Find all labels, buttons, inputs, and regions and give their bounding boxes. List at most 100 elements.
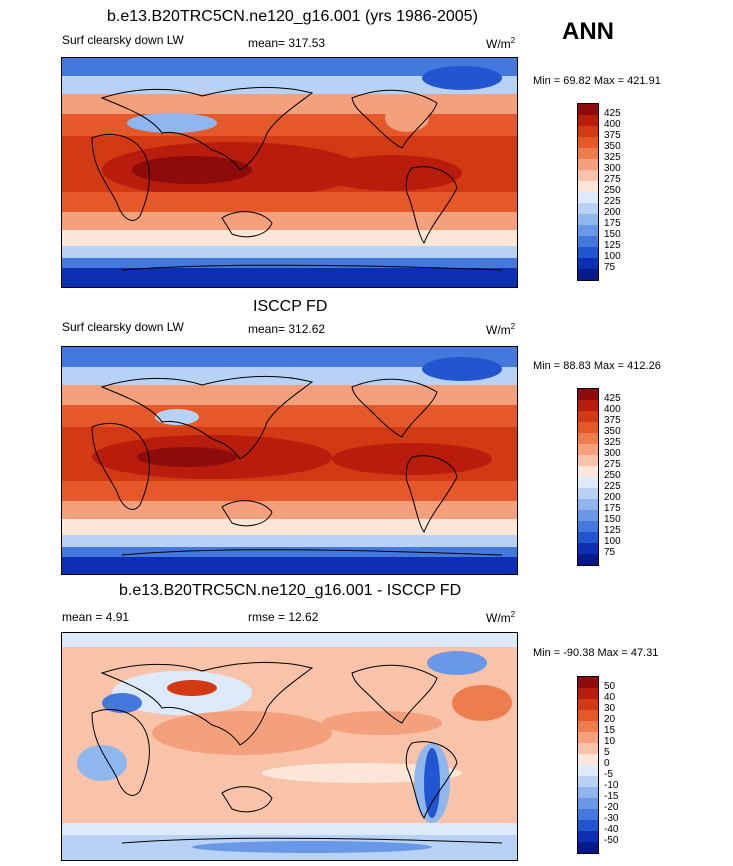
colorbar-tick-label: 20 [604,714,616,725]
colorbar-tick-label: -40 [604,824,619,835]
panel-2-contour-field [62,347,517,574]
panel-2-map [61,346,518,575]
panel-3-map [61,632,518,861]
colorbar-segment [578,126,598,137]
colorbar-tick-label: 200 [604,207,621,218]
panel-2-units-label: W/m2 [486,322,516,337]
colorbar-tick-label: 150 [604,229,621,240]
colorbar-segment [578,510,598,521]
colorbar-segment [578,115,598,126]
colorbar-tick-label: 325 [604,152,621,163]
colorbar-tick-label: 200 [604,492,621,503]
colorbar-tick-label: 375 [604,130,621,141]
colorbar-segment [578,236,598,247]
colorbar-tick-label: 50 [604,681,616,692]
panel-2-variable-label: Surf clearsky down LW [62,320,184,334]
panel-3-mean-label: mean = 4.91 [62,610,130,624]
colorbar-segment [578,455,598,466]
colorbar-tick-label: 75 [604,547,616,558]
colorbar-tick-label: 400 [604,404,621,415]
colorbar-tick-label: 150 [604,514,621,525]
colorbar-tick-label: -5 [604,769,613,780]
colorbar-segment [578,433,598,444]
colorbar-segment [578,488,598,499]
colorbar-segment [578,732,598,743]
colorbar-segment [578,137,598,148]
panel-3-units-label: W/m2 [486,610,516,625]
colorbar-segment [578,400,598,411]
colorbar-segment [578,104,598,115]
panel-1-variable-label: Surf clearsky down LW [62,33,184,47]
colorbar-tick-label: -50 [604,835,619,846]
panel-3-title: b.e13.B20TRC5CN.ne120_g16.001 - ISCCP FD [119,582,462,599]
panel-2-title: ISCCP FD [253,298,328,315]
colorbar-tick-label: 10 [604,736,616,747]
colorbar-segment [578,688,598,699]
season-label: ANN [562,18,614,45]
colorbar-segment [578,466,598,477]
colorbar-segment [578,247,598,258]
colorbar-tick-label: 225 [604,481,621,492]
colorbar-segment [578,225,598,236]
colorbar-segment [578,798,598,809]
panel-2-colorbar [577,388,599,566]
colorbar-tick-label: 75 [604,262,616,273]
colorbar-tick-label: 325 [604,437,621,448]
panel-1-units-label: W/m2 [486,36,516,51]
colorbar-tick-label: 250 [604,185,621,196]
colorbar-segment [578,192,598,203]
colorbar-segment [578,554,598,565]
colorbar-segment [578,159,598,170]
colorbar-tick-label: 300 [604,448,621,459]
colorbar-segment [578,710,598,721]
colorbar-tick-label: 425 [604,108,621,119]
panel-3-minmax-label: Min = -90.38 Max = 47.31 [533,647,659,659]
colorbar-tick-label: 0 [604,758,610,769]
panel-2-mean-label: mean= 312.62 [248,322,326,336]
colorbar-segment [578,499,598,510]
colorbar-tick-label: 100 [604,251,621,262]
colorbar-segment [578,170,598,181]
colorbar-tick-label: 275 [604,459,621,470]
panel-2-minmax-label: Min = 88.83 Max = 412.26 [533,360,661,372]
colorbar-tick-label: 350 [604,426,621,437]
colorbar-tick-label: -15 [604,791,619,802]
colorbar-tick-label: 350 [604,141,621,152]
colorbar-segment [578,389,598,400]
colorbar-segment [578,258,598,269]
colorbar-segment [578,776,598,787]
colorbar-tick-label: 425 [604,393,621,404]
colorbar-tick-label: 125 [604,240,621,251]
colorbar-segment [578,521,598,532]
colorbar-segment [578,532,598,543]
colorbar-segment [578,148,598,159]
colorbar-tick-label: -30 [604,813,619,824]
panel-1-mean-label: mean= 317.53 [248,36,326,50]
colorbar-tick-label: -20 [604,802,619,813]
colorbar-tick-label: 225 [604,196,621,207]
colorbar-tick-label: 30 [604,703,616,714]
colorbar-tick-label: 250 [604,470,621,481]
panel-1-minmax-label: Min = 69.82 Max = 421.91 [533,75,661,87]
colorbar-tick-label: -10 [604,780,619,791]
colorbar-tick-label: 5 [604,747,610,758]
colorbar-segment [578,842,598,853]
colorbar-segment [578,422,598,433]
colorbar-segment [578,269,598,280]
panel-1-title: b.e13.B20TRC5CN.ne120_g16.001 (yrs 1986-… [107,8,478,25]
colorbar-tick-label: 375 [604,415,621,426]
colorbar-tick-label: 100 [604,536,621,547]
panel-3-contour-field [62,633,517,860]
panel-1-colorbar [577,103,599,281]
colorbar-segment [578,677,598,688]
panel-3-colorbar [577,676,599,854]
colorbar-segment [578,721,598,732]
colorbar-segment [578,543,598,554]
colorbar-segment [578,203,598,214]
colorbar-segment [578,444,598,455]
colorbar-tick-label: 125 [604,525,621,536]
colorbar-segment [578,831,598,842]
colorbar-segment [578,214,598,225]
colorbar-segment [578,743,598,754]
panel-1-map [61,57,518,288]
